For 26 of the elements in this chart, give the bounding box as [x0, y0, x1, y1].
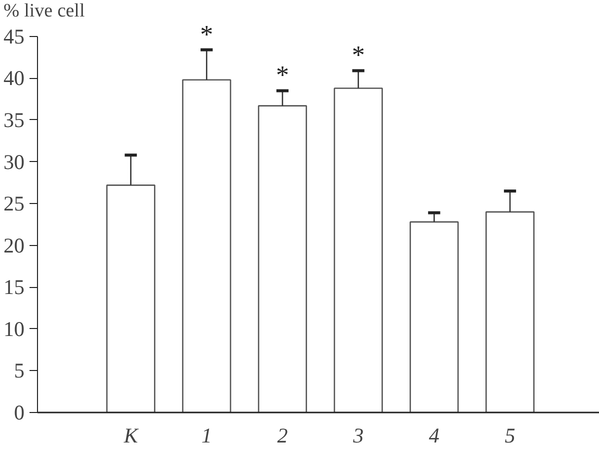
y-tick-label: 0	[14, 400, 24, 424]
x-tick-label: К	[122, 424, 139, 448]
x-tick-label: 2	[277, 424, 288, 448]
annotation: *	[276, 60, 289, 90]
y-tick-label: 40	[4, 66, 24, 90]
x-tick-label: 5	[504, 424, 516, 448]
y-tick-label: 5	[14, 358, 24, 383]
bar	[485, 211, 535, 412]
annotation: *	[200, 20, 214, 49]
x-tick-label: 4	[428, 424, 440, 448]
y-axis-title: % live cell	[4, 0, 85, 22]
y-tick-label: 45	[4, 24, 24, 48]
bar	[410, 221, 459, 412]
bar	[182, 79, 232, 412]
bar	[106, 184, 156, 412]
y-tick-label: 20	[4, 233, 24, 258]
y-tick-label: 15	[4, 275, 24, 300]
y-tick-label: 10	[4, 316, 24, 341]
y-tick-label: 25	[4, 192, 24, 216]
bar	[258, 105, 308, 412]
bar	[334, 88, 383, 412]
x-tick-label: 1	[201, 424, 212, 448]
x-tick-label: 3	[352, 424, 364, 448]
y-tick-label: 35	[4, 108, 24, 132]
y-tick-label: 30	[4, 150, 24, 174]
annotation: *	[352, 40, 365, 70]
